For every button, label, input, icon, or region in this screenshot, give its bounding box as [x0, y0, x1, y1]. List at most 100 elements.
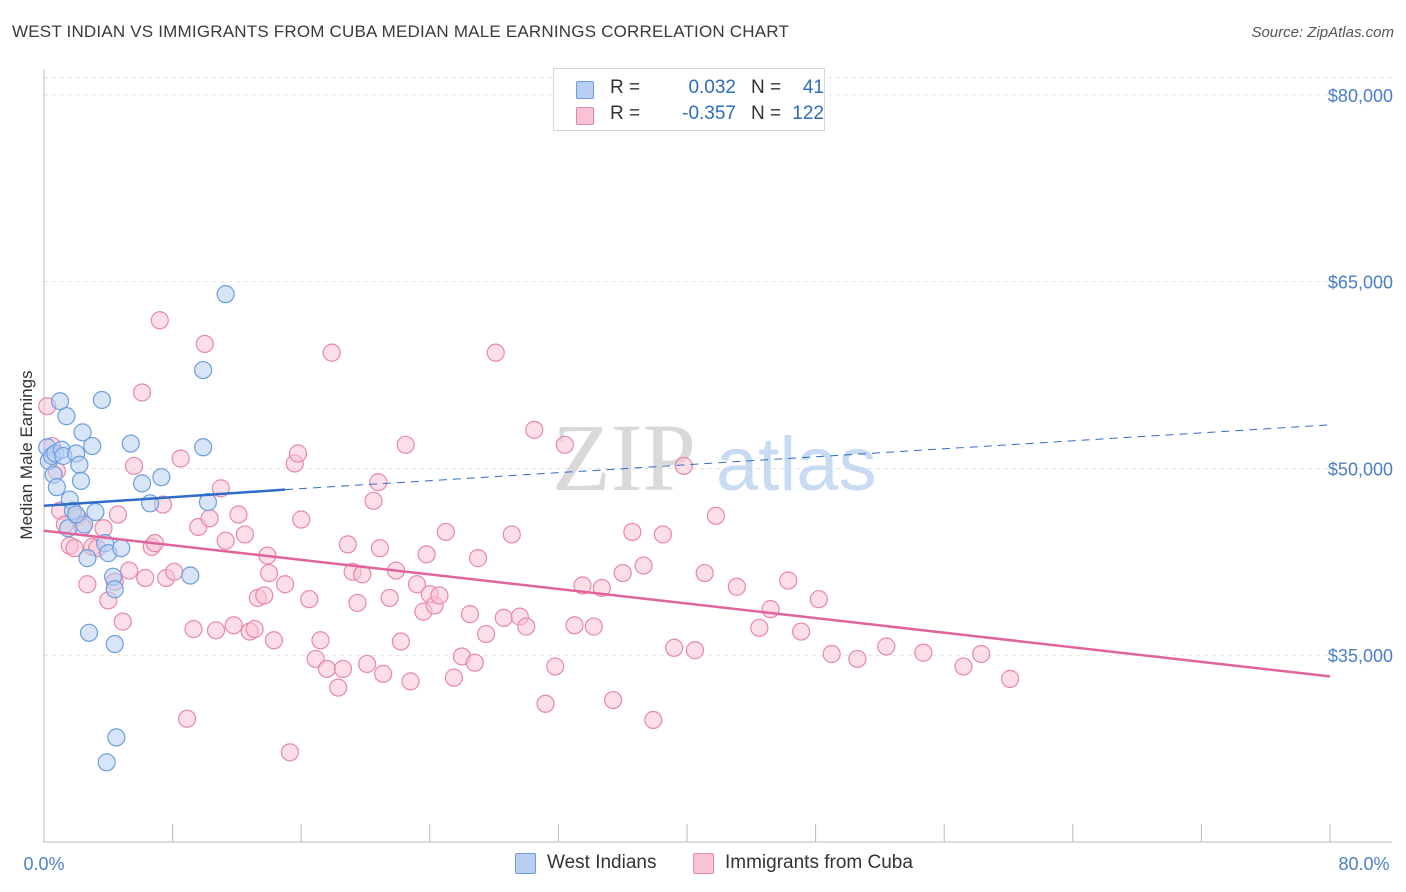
y-tick-label-1: $50,000: [1328, 459, 1393, 479]
point-cuba-26: [171, 449, 190, 468]
point-cuba-114: [954, 657, 973, 676]
point-cuba-105: [750, 618, 769, 637]
point-west-indians-38: [216, 285, 235, 304]
point-cuba-73: [430, 586, 449, 605]
bottom-legend-swatch-blue: [515, 853, 536, 874]
point-cuba-36: [229, 505, 248, 524]
point-west-indians-9: [57, 407, 76, 426]
point-west-indians-37: [194, 360, 213, 380]
point-cuba-100: [674, 456, 693, 476]
point-cuba-104: [727, 577, 746, 596]
point-west-indians-5: [47, 478, 66, 497]
point-cuba-75: [444, 668, 464, 687]
point-cuba-20: [136, 568, 155, 588]
point-west-indians-18: [78, 549, 97, 568]
point-cuba-32: [206, 621, 226, 640]
trend-lines: [43, 424, 1331, 678]
point-cuba-31: [200, 509, 219, 528]
point-west-indians-32: [97, 753, 116, 772]
legend-n-label: N =: [751, 103, 782, 124]
legend-n-label: N =: [751, 77, 782, 98]
point-west-indians-16: [73, 423, 92, 442]
point-cuba-110: [822, 644, 841, 664]
point-cuba-93: [603, 690, 623, 710]
point-cuba-48: [292, 510, 311, 529]
point-cuba-41: [255, 586, 274, 605]
trend-west-indians-dashed: [285, 424, 1331, 491]
trend-west-indians-solid: [43, 488, 286, 508]
legend-n-value: 41: [802, 77, 824, 98]
point-cuba-84: [517, 617, 536, 636]
point-west-indians-22: [92, 390, 111, 410]
bottom-legend-label: West Indians: [547, 852, 657, 873]
point-cuba-43: [264, 631, 283, 650]
x-tick-label-max: 80.0%: [1338, 854, 1389, 874]
point-cuba-111: [848, 649, 867, 669]
point-cuba-47: [288, 444, 308, 463]
point-west-indians-31: [107, 728, 126, 747]
legend-r-label: R =: [610, 77, 641, 98]
point-west-indians-15: [71, 471, 91, 491]
point-cuba-49: [300, 590, 319, 609]
point-west-indians-27: [112, 539, 131, 558]
point-cuba-60: [358, 654, 377, 674]
point-cuba-97: [644, 710, 663, 730]
point-cuba-27: [177, 709, 197, 728]
point-cuba-74: [436, 522, 455, 542]
trend-cuba-solid: [43, 529, 1331, 678]
point-west-indians-26: [105, 580, 124, 599]
point-cuba-37: [235, 525, 255, 544]
point-cuba-25: [165, 562, 184, 581]
point-cuba-87: [546, 657, 565, 676]
point-west-indians-19: [79, 623, 99, 642]
point-cuba-42: [259, 563, 279, 583]
x-tick-label-min: 0.0%: [23, 854, 64, 874]
point-cuba-115: [972, 644, 991, 664]
point-cuba-35: [224, 616, 243, 635]
point-west-indians-34: [181, 566, 200, 585]
point-cuba-34: [216, 531, 235, 550]
y-tick-label-2: $65,000: [1328, 273, 1393, 293]
point-cuba-12: [94, 519, 113, 538]
point-cuba-17: [120, 561, 139, 580]
point-cuba-108: [792, 622, 811, 641]
point-cuba-53: [322, 343, 341, 362]
point-west-indians-35: [194, 438, 213, 457]
point-cuba-96: [634, 556, 653, 575]
point-cuba-51: [311, 631, 330, 650]
point-cuba-77: [460, 605, 480, 624]
point-cuba-39: [245, 619, 264, 639]
point-cuba-91: [584, 617, 603, 636]
point-cuba-15: [108, 505, 128, 524]
legend-r-label: R =: [610, 103, 641, 124]
point-cuba-66: [391, 632, 410, 651]
point-west-indians-28: [105, 634, 124, 654]
point-cuba-85: [525, 420, 544, 439]
point-west-indians-30: [132, 474, 152, 493]
series-immigrants-from-cuba: [38, 311, 1020, 762]
point-cuba-113: [914, 643, 933, 662]
point-west-indians-40: [67, 505, 86, 524]
point-cuba-56: [338, 535, 357, 554]
point-cuba-6: [65, 539, 84, 558]
bottom-legend-label: Immigrants from Cuba: [725, 852, 913, 873]
point-cuba-94: [613, 563, 632, 583]
point-cuba-90: [573, 576, 592, 595]
point-cuba-58: [348, 593, 367, 613]
point-cuba-23: [150, 311, 169, 330]
bottom-legend-swatch-pink: [693, 853, 714, 874]
correlation-legend: R = 0.032 N = 41 R = -0.357 N = 122: [553, 68, 825, 131]
point-cuba-68: [401, 672, 420, 691]
point-cuba-107: [779, 571, 798, 590]
watermark-zip: ZIP: [552, 404, 696, 511]
legend-r-value: 0.032: [688, 77, 736, 98]
point-west-indians-6: [50, 392, 70, 411]
point-cuba-102: [695, 563, 714, 583]
point-cuba-98: [653, 525, 672, 544]
legend-swatch-blue: [576, 81, 594, 99]
chart-title: WEST INDIAN VS IMMIGRANTS FROM CUBA MEDI…: [12, 22, 790, 41]
y-axis-label: Median Male Earnings: [17, 370, 36, 539]
y-tick-label-0: $35,000: [1328, 646, 1393, 666]
watermark-atlas: atlas: [716, 422, 877, 507]
